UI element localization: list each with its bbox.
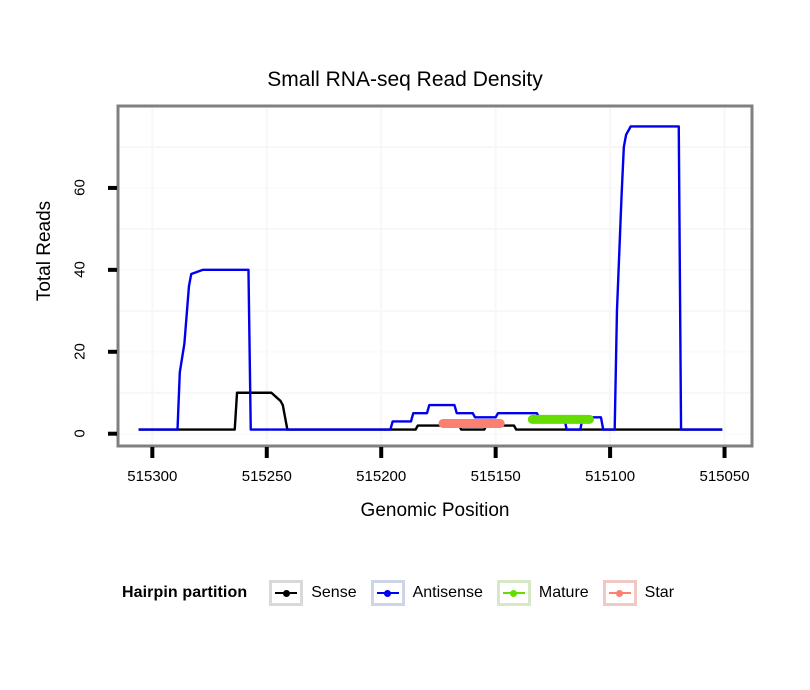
y-tick-label: 0 <box>71 429 89 438</box>
legend-key-antisense-icon <box>370 580 405 606</box>
legend-label-star: Star <box>644 584 675 601</box>
chart-title: Small RNA-seq Read Density <box>267 68 543 91</box>
legend-item-star[interactable]: Star <box>602 580 675 606</box>
y-tick-label: 40 <box>71 261 89 278</box>
axis-ticks <box>108 185 727 458</box>
legend-key-star-icon <box>602 580 637 606</box>
y-tick-label: 20 <box>71 342 89 360</box>
x-tick-label: 515200 <box>356 468 407 485</box>
legend-key-dot <box>510 589 518 597</box>
plot-panel-background <box>118 106 752 446</box>
x-tick-label: 515300 <box>127 468 178 485</box>
x-axis-label: Genomic Position <box>360 500 510 521</box>
annotation-bars-layer <box>438 414 594 428</box>
x-tick-label: 515250 <box>241 468 292 485</box>
legend-item-sense[interactable]: Sense <box>269 580 357 606</box>
x-tick-label: 515050 <box>699 468 750 485</box>
legend-key-dot <box>282 589 290 597</box>
plot-panel-border <box>116 104 754 448</box>
legend-item-mature[interactable]: Mature <box>496 580 589 606</box>
x-tick-label: 515150 <box>470 468 521 485</box>
legend-items: Sense Antisense Mature Star <box>269 580 688 606</box>
legend-title: Hairpin partition <box>121 584 248 601</box>
legend-key-sense-icon <box>269 580 304 606</box>
legend-label-mature: Mature <box>538 584 589 601</box>
legend-key-dot <box>384 589 392 597</box>
legend-item-antisense[interactable]: Antisense <box>370 580 483 606</box>
legend: Hairpin partition Sense Antisense Mature St… <box>0 580 810 606</box>
x-tick-label: 515100 <box>585 468 636 485</box>
legend-label-sense: Sense <box>311 584 357 601</box>
legend-key-dot <box>616 589 624 597</box>
legend-label-antisense: Antisense <box>412 584 483 601</box>
series-line-antisense <box>138 125 723 431</box>
legend-key-mature-icon <box>496 580 531 606</box>
y-tick-label: 60 <box>71 179 89 196</box>
